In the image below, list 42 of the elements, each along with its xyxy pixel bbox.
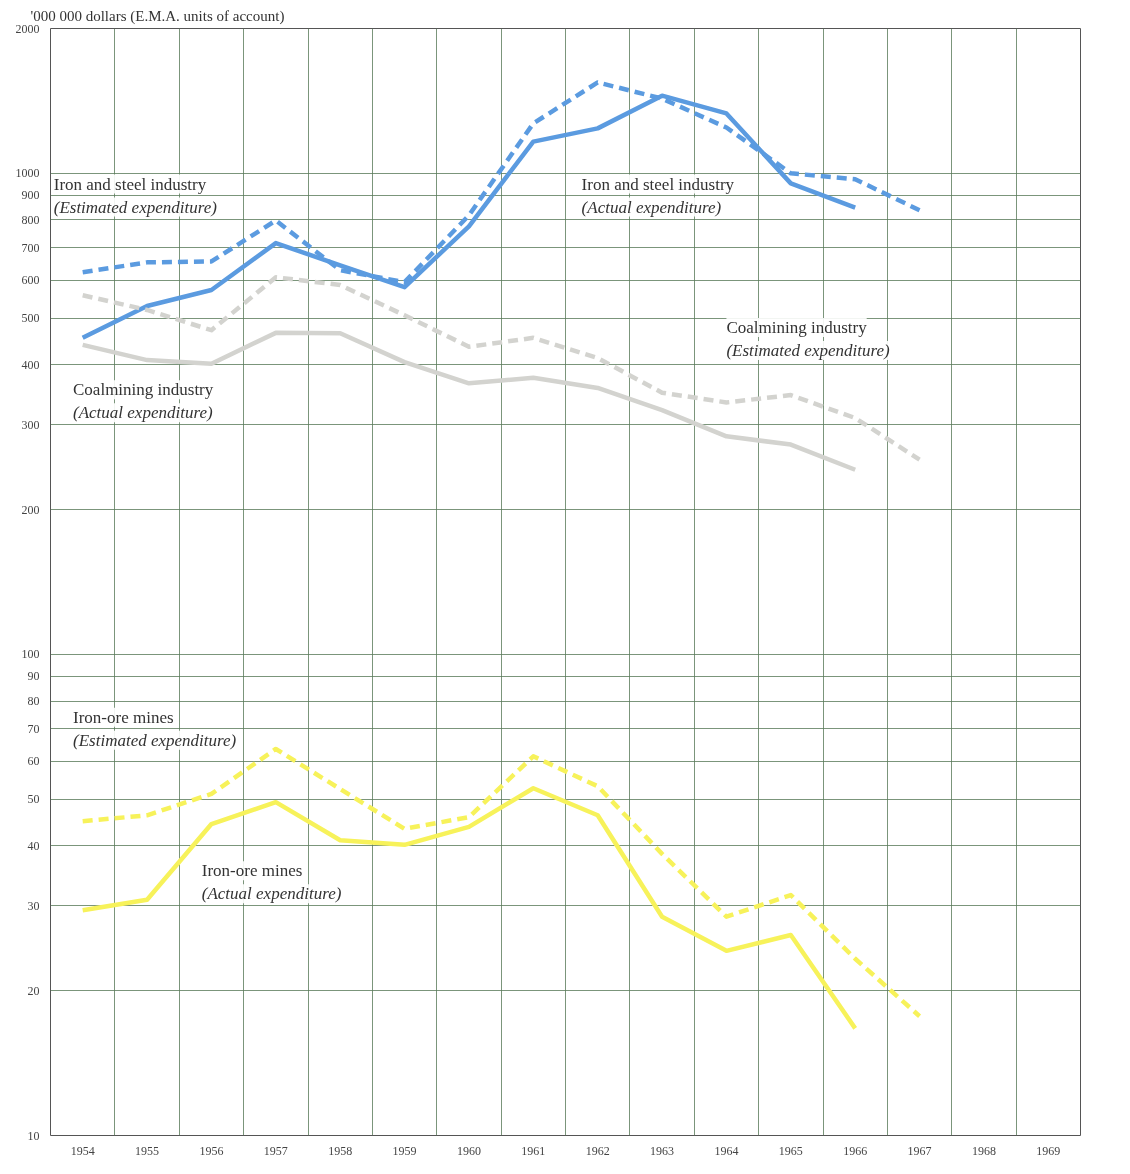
text: Iron and steel industry (Actual expenditure) [581,174,735,217]
y-tick-label: 80 [27,694,40,709]
x-tick-label: 1961 [521,1143,546,1158]
y-tick-label: 800 [21,212,40,227]
x-tick-label: 1960 [456,1143,481,1158]
x-tick-label: 1962 [585,1143,610,1158]
x-tick-label: 1954 [70,1143,95,1158]
x-tick-label: 1965 [778,1143,803,1158]
x-tick-label: 1968 [971,1143,996,1158]
y-tick-label: 100 [21,647,40,662]
y-tick-label: 50 [27,792,40,807]
x-tick-label: 1966 [843,1143,868,1158]
series-label: Iron-ore mines (Estimated expenditure) [73,707,237,750]
y-tick-label: 700 [21,240,40,255]
x-tick-label: 1964 [714,1143,739,1158]
series-label: Iron-ore mines (Actual expenditure) [201,861,342,904]
y-tick-label: 300 [21,417,40,432]
text: Coalmining industry (Estimated expenditure) [726,318,890,361]
x-tick-label: 1958 [328,1143,353,1158]
y-tick-label: 90 [27,669,40,684]
y-tick-label: 30 [27,898,40,913]
y-tick-label: 70 [27,721,40,736]
y-tick-label: 1000 [15,166,40,181]
x-tick-label: 1967 [907,1143,932,1158]
x-tick-label: 1957 [263,1143,288,1158]
y-tick-label: 500 [21,311,40,326]
y-tick-label: 400 [21,357,40,372]
x-tick-label: 1963 [650,1143,675,1158]
x-tick-label: 1969 [1036,1143,1061,1158]
series-label: Coalmining industry (Actual expenditure) [73,380,214,423]
y-tick-label: 20 [27,983,40,998]
y-tick-label: 900 [21,188,40,203]
y-tick-label: 200 [21,502,40,517]
text: Iron and steel industry (Estimated expenditure) [53,174,218,217]
x-tick-label: 1955 [135,1143,160,1158]
y-tick-label: 60 [27,754,40,769]
x-tick-label: 1956 [199,1143,224,1158]
y-tick-label: 10 [27,1128,40,1143]
y-tick-label: 600 [21,273,40,288]
x-tick-label: 1959 [392,1143,417,1158]
line-series [80,785,858,1031]
y-tick-label: 40 [27,838,40,853]
